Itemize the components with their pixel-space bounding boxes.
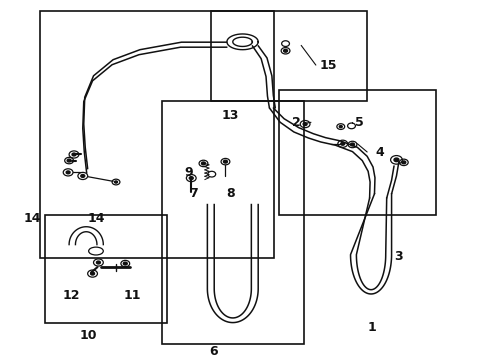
Circle shape <box>115 181 118 183</box>
Text: 6: 6 <box>209 345 218 358</box>
Text: 1: 1 <box>368 321 376 334</box>
Text: 5: 5 <box>355 116 364 129</box>
Circle shape <box>339 126 342 128</box>
Circle shape <box>223 160 227 163</box>
Text: 8: 8 <box>226 187 235 200</box>
Circle shape <box>284 49 288 52</box>
Circle shape <box>67 159 71 162</box>
Circle shape <box>394 158 399 162</box>
Text: 15: 15 <box>319 59 337 72</box>
Text: 2: 2 <box>292 116 301 129</box>
Circle shape <box>350 143 354 146</box>
Text: 13: 13 <box>221 109 239 122</box>
Text: 7: 7 <box>189 187 198 200</box>
Text: 12: 12 <box>63 289 80 302</box>
Circle shape <box>123 262 127 265</box>
Text: 10: 10 <box>80 329 98 342</box>
Text: 3: 3 <box>394 250 403 263</box>
Text: 11: 11 <box>124 289 142 302</box>
Text: 14: 14 <box>87 212 105 225</box>
Circle shape <box>81 175 85 177</box>
Text: 4: 4 <box>375 146 384 159</box>
Circle shape <box>72 153 76 156</box>
Circle shape <box>189 177 193 180</box>
Circle shape <box>402 161 406 164</box>
Circle shape <box>201 162 205 165</box>
Circle shape <box>303 123 307 126</box>
Circle shape <box>341 142 344 145</box>
Circle shape <box>66 171 70 174</box>
Text: 14: 14 <box>24 212 41 225</box>
Circle shape <box>91 272 95 275</box>
Text: 9: 9 <box>185 166 193 179</box>
Circle shape <box>97 261 100 264</box>
